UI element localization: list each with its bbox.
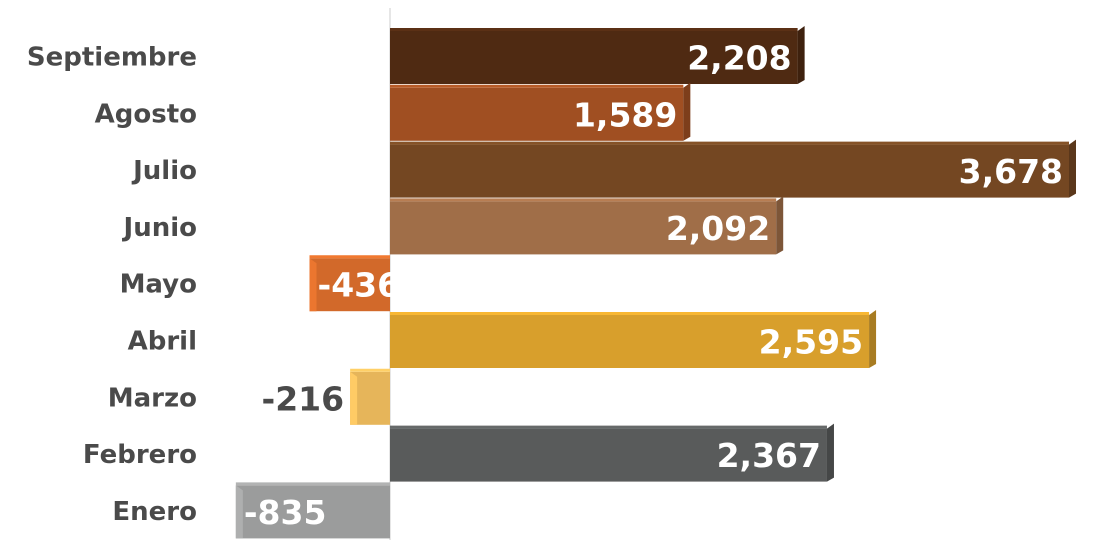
value-label-abril: 2,595 [759,323,863,362]
bar-septiembre [390,31,798,84]
bar-side-bevel-mayo [309,258,317,312]
bar-side-bevel-agosto [683,82,691,141]
bar-side-bevel-abril [869,310,877,368]
value-label-julio: 3,678 [959,152,1063,191]
category-label-marzo: Marzo [108,383,197,413]
bar-abril [390,315,870,368]
bar-side-bevel-septiembre [797,26,805,84]
category-label-agosto: Agosto [95,99,197,129]
value-label-septiembre: 2,208 [687,39,791,78]
bar-agosto [390,87,684,141]
bar-julio [390,144,1069,198]
bar-top-bevel-marzo [350,368,390,372]
bar-junio [390,201,777,255]
bar-top-bevel-abril [390,312,870,315]
value-label-febrero: 2,367 [717,436,821,475]
category-label-abril: Abril [128,327,197,357]
bar-top-bevel-mayo [309,255,390,259]
bar-side-bevel-enero [235,485,243,539]
category-label-septiembre: Septiembre [27,43,197,73]
value-label-mayo: -436 [318,266,401,305]
category-label-febrero: Febrero [83,440,197,470]
bar-top-bevel-septiembre [390,28,798,31]
value-label-agosto: 1,589 [573,95,677,134]
category-label-mayo: Mayo [120,270,197,300]
value-label-marzo: -216 [262,379,345,418]
category-label-julio: Julio [131,156,197,186]
bar-side-bevel-junio [776,196,784,255]
bar-top-bevel-julio [390,141,1069,145]
bar-febrero [390,428,827,482]
bar-enero [235,485,390,539]
bar-top-bevel-febrero [390,425,827,429]
category-label-enero: Enero [112,497,197,527]
category-label-junio: Junio [122,213,197,243]
bar-top-bevel-junio [390,198,777,202]
value-label-enero: -835 [244,493,327,532]
bar-side-bevel-marzo [350,371,358,425]
bar-top-bevel-enero [235,482,390,486]
bars-group: Septiembre 2,208 Agosto 1,589 Julio 3,678 Juni… [27,26,1076,539]
bar-side-bevel-julio [1069,139,1076,198]
value-label-junio: 2,092 [666,209,770,248]
bar-top-bevel-agosto [390,84,684,88]
bar-side-bevel-febrero [826,423,834,482]
bar-mayo [309,258,390,312]
